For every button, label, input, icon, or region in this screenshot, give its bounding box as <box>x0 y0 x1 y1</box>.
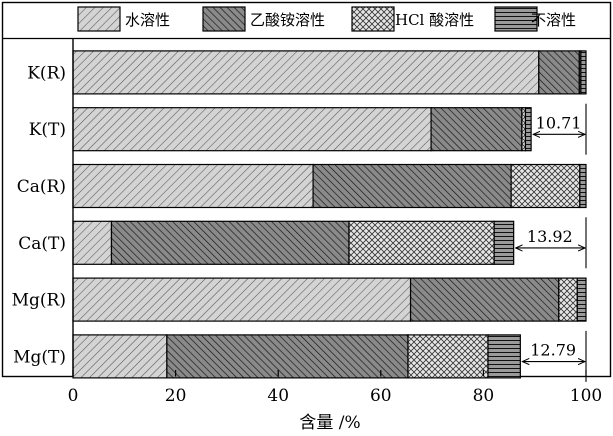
y-tick-label: Mg(T) <box>13 347 66 367</box>
x-tick-label: 80 <box>473 386 495 406</box>
bar-kt-series-1 <box>72 107 432 152</box>
x-tick-label: 20 <box>165 386 187 406</box>
bar-kr-series-4 <box>580 50 587 95</box>
bar-kr-series-1 <box>72 50 540 95</box>
bar-cat-series-1 <box>72 220 113 265</box>
bar-kt-series-4 <box>524 107 532 152</box>
y-tick-label: Ca(T) <box>18 234 66 254</box>
annotation-label: 13.92 <box>527 227 573 246</box>
plot-area <box>1 1 612 379</box>
x-axis-label: 含量 /% <box>299 413 360 433</box>
bar-mgt-series-2 <box>166 334 409 379</box>
bar-cat-series-3 <box>348 220 495 265</box>
bar-mgr-series-1 <box>72 277 412 322</box>
bar-car-series-3 <box>510 163 581 209</box>
legend-label-4: 不溶性 <box>531 11 576 29</box>
bar-car-series-1 <box>72 163 314 209</box>
x-axis: 0 20 40 60 80 100 含量 /% <box>68 370 602 433</box>
bar-cat-series-2 <box>110 220 350 265</box>
bar-car-series-2 <box>312 163 512 209</box>
legend-label-3: HCl 酸溶性 <box>395 11 474 29</box>
x-tick-label: 100 <box>570 386 602 406</box>
bar-cat-series-4 <box>493 220 515 265</box>
x-tick-label: 0 <box>68 386 79 406</box>
y-tick-label: K(T) <box>29 120 66 140</box>
legend-swatch-2 <box>202 6 246 32</box>
annotation-label: 10.71 <box>536 113 582 132</box>
bar-mgr-series-3 <box>558 277 578 322</box>
x-tick-label: 40 <box>267 386 289 406</box>
y-axis: K(R) K(T) Ca(R) Ca(T) Mg(R) Mg(T) <box>12 38 74 377</box>
legend-label-2: 乙酸铵溶性 <box>250 11 325 29</box>
legend-label-1: 水溶性 <box>125 11 170 29</box>
bar-car-series-4 <box>579 163 587 209</box>
legend-swatch-4 <box>494 6 538 32</box>
bar-mgt-series-3 <box>407 334 489 379</box>
bar-mgt-series-4 <box>487 334 521 379</box>
legend-swatch-3 <box>351 6 395 32</box>
bar-mgt-series-1 <box>72 334 168 379</box>
legend-swatch-1 <box>77 6 121 32</box>
y-tick-label: Ca(R) <box>17 177 66 197</box>
bar-mgr-series-2 <box>409 277 560 322</box>
legend: 水溶性 乙酸铵溶性 HCl 酸溶性 不溶性 <box>77 6 576 32</box>
y-tick-label: K(R) <box>27 63 66 83</box>
annotation-label: 12.79 <box>530 341 576 360</box>
x-tick-label: 60 <box>370 386 392 406</box>
annotations: 10.71 13.92 12.79 <box>516 103 587 382</box>
bar-kt-series-2 <box>430 107 523 152</box>
bar-kr-series-2 <box>538 50 580 95</box>
y-tick-label: Mg(R) <box>12 291 66 311</box>
bar-mgr-series-4 <box>576 277 587 322</box>
